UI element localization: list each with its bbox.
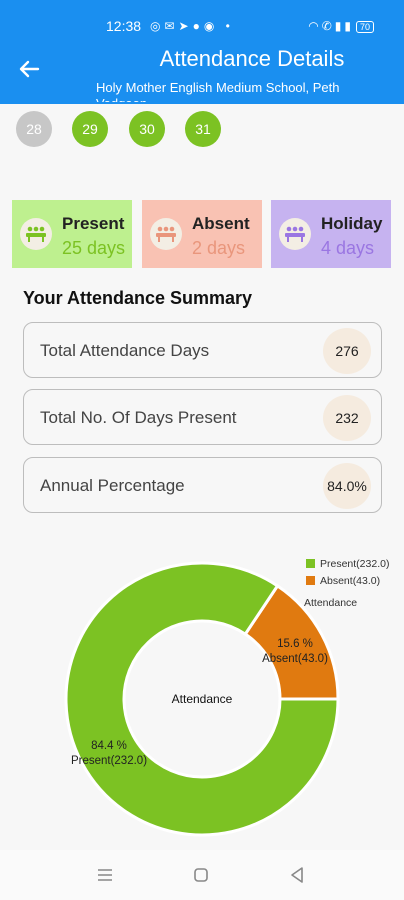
holiday-card[interactable]: Holiday 4 days [271,200,391,268]
system-nav-bar [0,850,404,900]
calendar-day[interactable]: 28 [16,111,52,147]
present-value: 25 days [62,238,126,258]
card-label: Total Attendance Days [40,341,210,360]
page-title: Attendance Details [159,46,345,71]
legend-entry: Absent(43.0) [320,575,380,587]
students-icon [279,218,311,250]
app-header: 12:38 ◎✉➤●◉ • ◠✆▮▮ 70 Attendance Details … [0,0,404,104]
summary-title: Your Attendance Summary [23,288,253,308]
data-label-present-percent: 84.4 % [91,740,127,752]
attendance-donut-chart: Attendance 15.6 % Absent(43.0) 84.4 % Presen… [64,558,389,837]
legend-title: Attendance [304,597,357,609]
home-square-icon [194,868,208,882]
absent-card[interactable]: Absent 2 days [142,200,262,268]
card-value: 84.0% [323,463,371,509]
menu-icon [98,869,112,881]
system-back-button[interactable] [284,862,310,888]
notification-icons: ◎✉➤●◉ • [150,19,234,33]
back-triangle-icon [291,867,303,883]
battery-icon: 70 [355,21,374,33]
legend-swatch [306,576,315,585]
present-card[interactable]: Present 25 days [12,200,132,268]
students-icon [20,218,52,250]
status-time: 12:38 [106,18,142,34]
card-label: Total No. Of Days Present [40,408,237,427]
menu-button[interactable] [92,862,118,888]
card-label: Annual Percentage [40,476,185,495]
status-bar: 12:38 ◎✉➤●◉ • ◠✆▮▮ 70 [0,14,404,42]
data-label-absent-name: Absent(43.0) [262,653,328,665]
school-name: Holy Mother English Medium School, Peth … [96,80,340,102]
total-attendance-days-card: Total Attendance Days 276 [23,322,382,378]
home-button[interactable] [188,862,214,888]
absent-value: 2 days [192,238,246,258]
card-value: 276 [323,328,371,374]
chart-center-label: Attendance [172,692,233,706]
calendar-day[interactable]: 31 [185,111,221,147]
present-label: Present [62,214,125,233]
annual-percentage-card: Annual Percentage 84.0% [23,457,382,513]
calendar-day[interactable]: 29 [72,111,108,147]
arrow-left-icon [19,60,40,78]
absent-label: Absent [192,214,250,233]
data-label-absent-percent: 15.6 % [277,638,313,650]
pie-slice-present [64,561,340,837]
system-icons: ◠✆▮▮ 70 [308,19,374,33]
calendar-day[interactable]: 30 [129,111,165,147]
holiday-label: Holiday [321,214,383,233]
card-value: 232 [323,395,371,441]
legend-entry: Present(232.0) [320,558,389,570]
holiday-value: 4 days [321,238,375,258]
data-label-present-name: Present(232.0) [71,755,147,767]
legend-swatch [306,559,315,568]
calendar-row: 28 29 30 31 [0,111,404,147]
days-present-card: Total No. Of Days Present 232 [23,389,382,445]
back-button[interactable] [18,58,48,88]
students-icon [150,218,182,250]
